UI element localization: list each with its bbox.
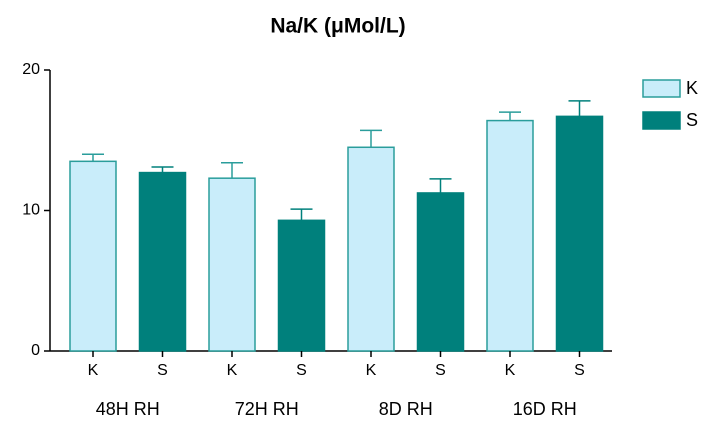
legend-label: K	[686, 78, 698, 98]
error-bar	[290, 208, 313, 221]
error-bar	[151, 166, 174, 173]
y-tick-label: 10	[22, 202, 40, 219]
error-bar	[82, 153, 104, 162]
bar	[555, 115, 604, 352]
bar	[138, 171, 187, 352]
bar	[208, 177, 256, 352]
legend-label: S	[686, 110, 698, 130]
bar	[69, 160, 117, 352]
error-bar	[499, 111, 521, 121]
group-label: 72H RH	[235, 399, 299, 419]
group-label: 48H RH	[96, 399, 160, 419]
y-tick-label: 20	[22, 61, 40, 78]
bar	[416, 192, 465, 352]
bar	[347, 146, 395, 352]
x-tick-label: S	[574, 362, 585, 379]
y-tick-label: 0	[31, 342, 40, 359]
chart-title: Na/K (μMol/L)	[270, 15, 405, 38]
x-tick-label: S	[435, 362, 446, 379]
error-bar	[568, 100, 591, 117]
x-tick-label: K	[227, 362, 238, 379]
legend-swatch	[642, 111, 681, 130]
group-label: 16D RH	[513, 399, 577, 419]
x-tick-label: K	[88, 362, 99, 379]
x-tick-label: S	[296, 362, 307, 379]
error-bar	[429, 178, 452, 193]
x-tick-label: K	[505, 362, 516, 379]
bar	[486, 119, 534, 352]
group-label: 8D RH	[379, 399, 433, 419]
bar	[277, 219, 326, 352]
error-bar	[221, 161, 243, 179]
x-tick-label: S	[157, 362, 168, 379]
legend-swatch	[642, 79, 681, 98]
x-tick-label: K	[366, 362, 377, 379]
error-bar	[360, 129, 382, 148]
